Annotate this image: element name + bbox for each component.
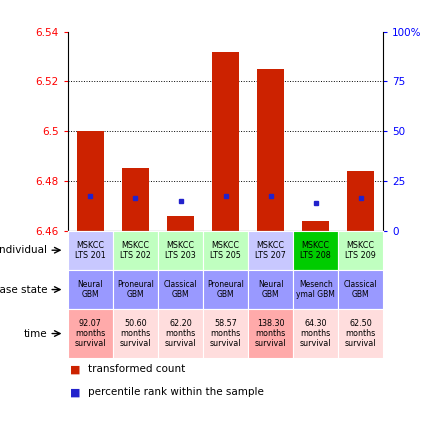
- Text: 62.50
months
survival: 62.50 months survival: [345, 319, 377, 349]
- Text: MSKCC
LTS 203: MSKCC LTS 203: [165, 241, 196, 260]
- Text: individual: individual: [0, 245, 47, 255]
- Text: 50.60
months
survival: 50.60 months survival: [120, 319, 151, 349]
- Text: 92.07
months
survival: 92.07 months survival: [74, 319, 106, 349]
- Text: 62.20
months
survival: 62.20 months survival: [165, 319, 196, 349]
- Text: ■: ■: [70, 364, 81, 374]
- Text: MSKCC
LTS 201: MSKCC LTS 201: [75, 241, 106, 260]
- Text: Classical
GBM: Classical GBM: [344, 280, 378, 299]
- Text: GSM1306840: GSM1306840: [176, 234, 185, 287]
- Text: Proneural
GBM: Proneural GBM: [117, 280, 154, 299]
- Text: Neural
GBM: Neural GBM: [78, 280, 103, 299]
- Text: MSKCC
LTS 207: MSKCC LTS 207: [255, 241, 286, 260]
- Text: percentile rank within the sample: percentile rank within the sample: [88, 387, 264, 398]
- Bar: [167, 216, 194, 231]
- Bar: [77, 131, 104, 231]
- Text: 64.30
months
survival: 64.30 months survival: [300, 319, 332, 349]
- Bar: [122, 168, 149, 231]
- Text: ■: ■: [70, 387, 81, 398]
- Text: GSM1306839: GSM1306839: [131, 234, 140, 288]
- Text: GSM1306844: GSM1306844: [356, 234, 365, 287]
- Text: MSKCC
LTS 205: MSKCC LTS 205: [210, 241, 241, 260]
- Text: MSKCC
LTS 208: MSKCC LTS 208: [300, 241, 331, 260]
- Text: 138.30
months
survival: 138.30 months survival: [255, 319, 286, 349]
- Text: 58.57
months
survival: 58.57 months survival: [210, 319, 241, 349]
- Bar: [212, 52, 239, 231]
- Text: GSM1306838: GSM1306838: [86, 234, 95, 287]
- Text: time: time: [24, 329, 47, 338]
- Text: Classical
GBM: Classical GBM: [164, 280, 198, 299]
- Text: Neural
GBM: Neural GBM: [258, 280, 283, 299]
- Text: MSKCC
LTS 209: MSKCC LTS 209: [345, 241, 376, 260]
- Bar: [257, 69, 284, 231]
- Text: GSM1306841: GSM1306841: [221, 234, 230, 287]
- Text: Proneural
GBM: Proneural GBM: [207, 280, 244, 299]
- Text: GSM1306843: GSM1306843: [311, 234, 320, 287]
- Text: GSM1306842: GSM1306842: [266, 234, 275, 288]
- Bar: [302, 220, 329, 231]
- Bar: [347, 171, 374, 231]
- Text: Mesench
ymal GBM: Mesench ymal GBM: [296, 280, 335, 299]
- Text: disease state: disease state: [0, 285, 47, 294]
- Text: transformed count: transformed count: [88, 364, 185, 374]
- Text: MSKCC
LTS 202: MSKCC LTS 202: [120, 241, 151, 260]
